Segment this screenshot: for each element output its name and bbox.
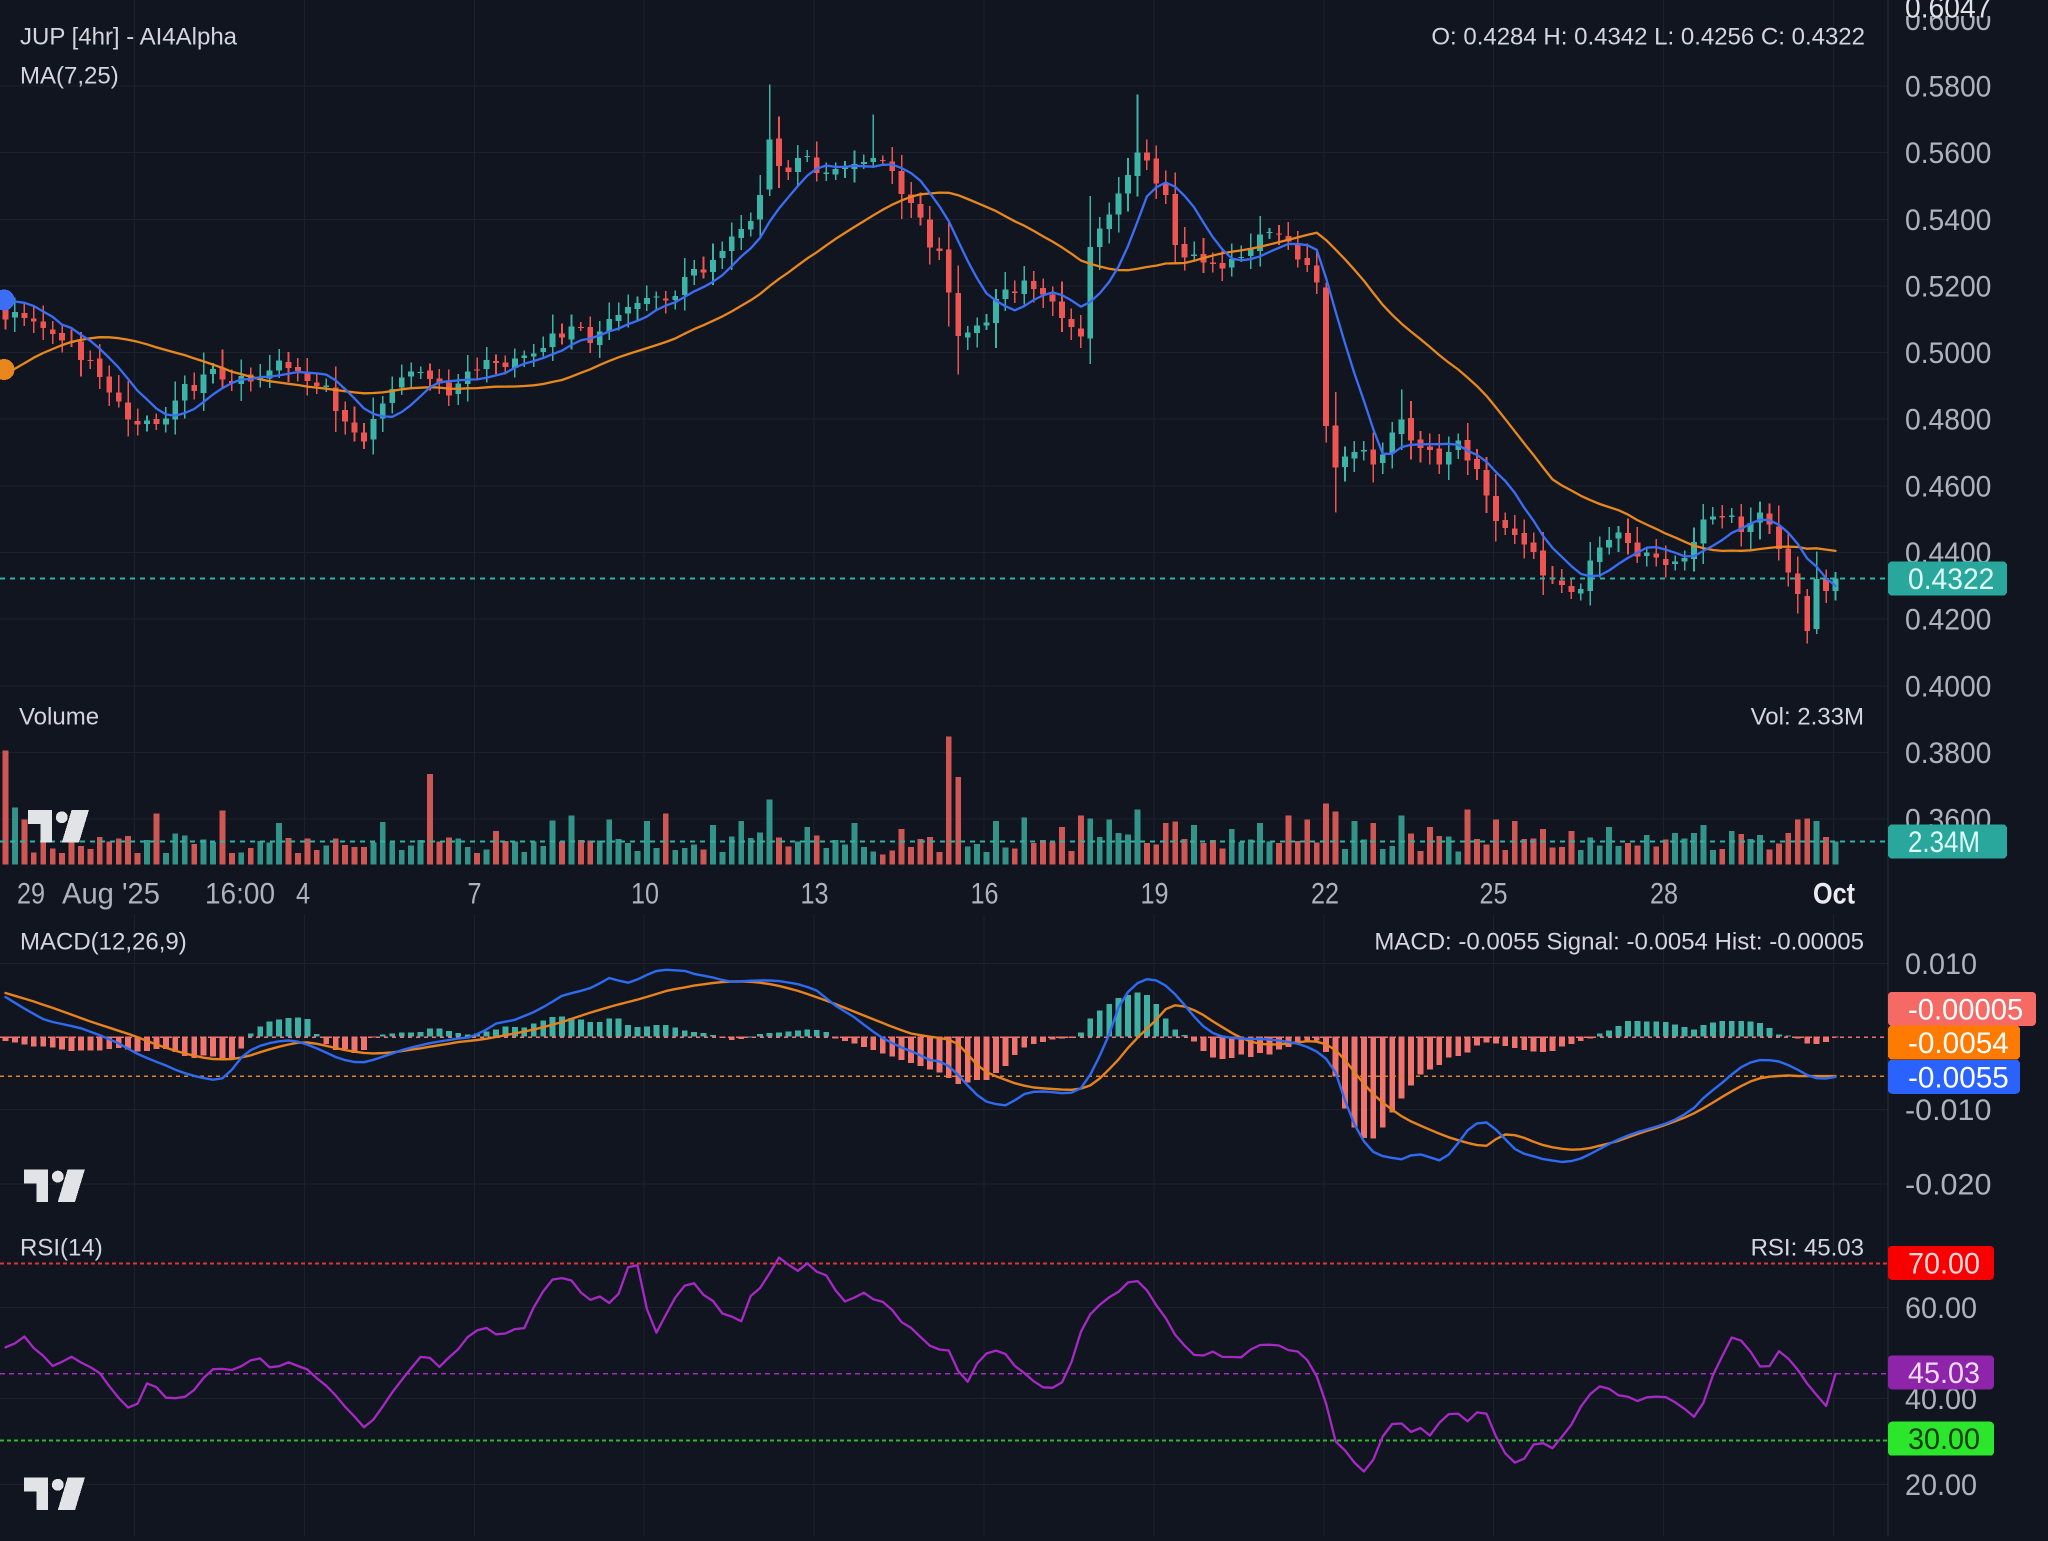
svg-text:Vol: 2.33M: Vol: 2.33M xyxy=(1751,704,1864,731)
svg-text:-0.020: -0.020 xyxy=(1905,1168,1991,1201)
svg-text:19: 19 xyxy=(1141,878,1169,911)
svg-text:-0.0055: -0.0055 xyxy=(1908,1061,2009,1094)
svg-text:RSI(14): RSI(14) xyxy=(20,1235,103,1262)
svg-text:16: 16 xyxy=(971,878,999,911)
svg-text:4: 4 xyxy=(296,878,310,911)
svg-text:-0.0054: -0.0054 xyxy=(1908,1027,2009,1060)
svg-text:0.4000: 0.4000 xyxy=(1905,670,1991,703)
svg-text:0.5800: 0.5800 xyxy=(1905,71,1991,104)
svg-text:0.4800: 0.4800 xyxy=(1905,404,1991,437)
svg-text:RSI: 45.03: RSI: 45.03 xyxy=(1751,1235,1864,1262)
svg-text:0.5000: 0.5000 xyxy=(1905,337,1991,370)
svg-text:7: 7 xyxy=(468,878,482,911)
svg-text:O: 0.4284 H: 0.4342 L: 0.4256: O: 0.4284 H: 0.4342 L: 0.4256 C: 0.4322 xyxy=(1431,24,1865,51)
svg-text:-0.010: -0.010 xyxy=(1905,1094,1991,1127)
svg-text:20.00: 20.00 xyxy=(1905,1469,1977,1502)
svg-text:0.3800: 0.3800 xyxy=(1905,737,1991,770)
svg-text:10: 10 xyxy=(631,878,659,911)
svg-text:Aug '25: Aug '25 xyxy=(62,878,160,911)
svg-text:Oct: Oct xyxy=(1813,878,1855,911)
svg-text:0.6047: 0.6047 xyxy=(1905,0,1991,25)
svg-text:-0.00005: -0.00005 xyxy=(1908,993,2023,1026)
svg-text:0.5200: 0.5200 xyxy=(1905,270,1991,303)
svg-text:MACD: -0.0055 Signal: -0.0054: MACD: -0.0055 Signal: -0.0054 Hist: -0.0… xyxy=(1374,929,1864,956)
svg-text:2.34M: 2.34M xyxy=(1908,826,1980,859)
svg-text:30.00: 30.00 xyxy=(1908,1423,1980,1456)
svg-text:0.4600: 0.4600 xyxy=(1905,470,1991,503)
svg-text:13: 13 xyxy=(801,878,829,911)
svg-text:25: 25 xyxy=(1480,878,1508,911)
svg-text:0.5600: 0.5600 xyxy=(1905,137,1991,170)
svg-text:60.00: 60.00 xyxy=(1905,1292,1977,1325)
svg-text:45.03: 45.03 xyxy=(1908,1357,1980,1390)
svg-text:29: 29 xyxy=(17,878,45,911)
svg-text:22: 22 xyxy=(1311,878,1339,911)
svg-text:MA(7,25): MA(7,25) xyxy=(20,63,119,90)
svg-text:70.00: 70.00 xyxy=(1908,1247,1980,1280)
svg-text:0.4322: 0.4322 xyxy=(1908,563,1994,596)
svg-text:MACD(12,26,9): MACD(12,26,9) xyxy=(20,929,187,956)
svg-text:JUP [4hr] - AI4Alpha: JUP [4hr] - AI4Alpha xyxy=(20,24,238,51)
svg-text:0.010: 0.010 xyxy=(1905,948,1977,981)
svg-text:16:00: 16:00 xyxy=(205,878,275,911)
svg-text:0.4200: 0.4200 xyxy=(1905,604,1991,637)
svg-text:Volume: Volume xyxy=(19,704,99,731)
svg-text:28: 28 xyxy=(1650,878,1678,911)
svg-text:0.5400: 0.5400 xyxy=(1905,204,1991,237)
